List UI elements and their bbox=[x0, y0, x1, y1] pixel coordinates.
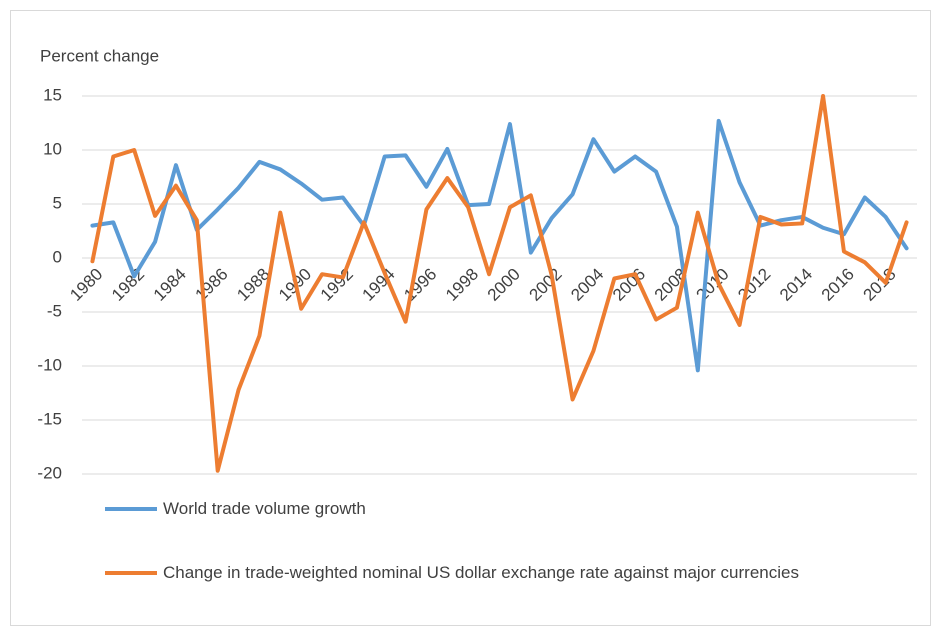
x-tick-label: 1998 bbox=[442, 265, 482, 305]
y-tick-label: -10 bbox=[37, 355, 62, 374]
x-tick-label: 1996 bbox=[400, 265, 440, 305]
x-tick-label: 1992 bbox=[317, 265, 357, 305]
series-line bbox=[90, 94, 909, 473]
x-tick-label: 1994 bbox=[359, 265, 399, 305]
y-tick-label: -5 bbox=[47, 301, 62, 320]
x-tick-label: 2014 bbox=[776, 265, 816, 305]
x-tick-label: 1982 bbox=[108, 265, 148, 305]
y-tick-label: -20 bbox=[37, 463, 62, 482]
chart-border bbox=[10, 10, 931, 626]
x-tick-label: 2006 bbox=[609, 265, 649, 305]
y-tick-label: 10 bbox=[43, 139, 62, 158]
y-tick-label: 15 bbox=[43, 85, 62, 104]
legend-label: Change in trade-weighted nominal US doll… bbox=[163, 563, 799, 582]
y-tick-label: 0 bbox=[53, 247, 62, 266]
x-tick-label: 1986 bbox=[192, 265, 232, 305]
axis-title: Percent change bbox=[40, 46, 159, 65]
y-tick-label: -15 bbox=[37, 409, 62, 428]
x-tick-label: 2018 bbox=[860, 265, 900, 305]
x-tick-label: 2016 bbox=[818, 265, 858, 305]
x-tick-label: 2002 bbox=[526, 265, 566, 305]
legend-label: World trade volume growth bbox=[163, 499, 366, 518]
x-tick-label: 2012 bbox=[734, 265, 774, 305]
series-line bbox=[90, 118, 909, 373]
x-tick-label: 1980 bbox=[66, 265, 106, 305]
x-tick-label: 2004 bbox=[567, 265, 607, 305]
x-tick-label: 1984 bbox=[150, 265, 190, 305]
y-tick-label: 5 bbox=[53, 193, 62, 212]
